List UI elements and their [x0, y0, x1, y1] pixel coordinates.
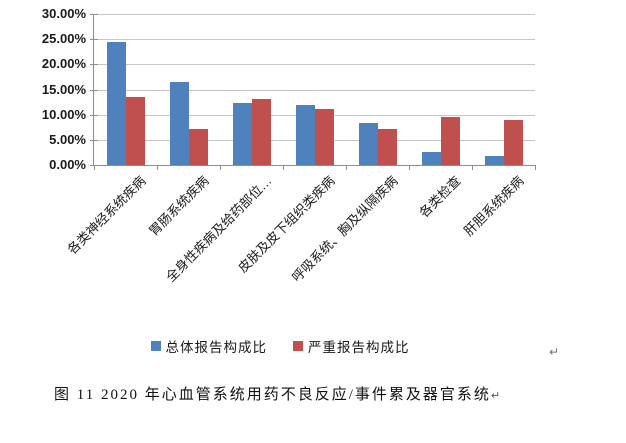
- y-axis-tick: [90, 64, 98, 65]
- y-axis-tick: [90, 90, 98, 91]
- x-axis-tick: [220, 165, 221, 170]
- bar-chart: 30.00% 25.00% 20.00% 15.00% 10.00% 5.00% 0.00%…: [41, 6, 536, 285]
- bar-serious: [440, 117, 460, 165]
- bar-overall: [484, 155, 504, 165]
- bar-serious: [314, 108, 334, 165]
- bar-overall: [295, 104, 315, 165]
- y-axis-label: 10.00%: [41, 107, 86, 122]
- bar-overall: [358, 122, 378, 165]
- bar-serious: [125, 97, 145, 165]
- legend-item-overall: 总体报告构成比: [150, 336, 268, 356]
- bar-serious: [503, 119, 523, 165]
- legend-swatch-icon: [150, 341, 161, 351]
- x-axis-tick: [94, 165, 95, 170]
- bar-overall: [169, 82, 189, 165]
- legend-swatch-icon: [293, 341, 303, 351]
- x-axis-tick: [472, 165, 473, 170]
- figure-caption: 图 11 2020 年心血管系统用药不良反应/事件累及器官系统↵: [54, 383, 500, 404]
- gridline: [94, 39, 535, 40]
- bar-serious: [377, 129, 397, 165]
- x-axis-tick: [535, 165, 536, 170]
- y-axis-label: 0.00%: [49, 157, 86, 172]
- legend-item-serious: 严重报告构成比: [293, 336, 410, 356]
- chart-legend: 总体报告构成比 严重报告构成比: [0, 336, 560, 356]
- gridline: [94, 14, 535, 15]
- bar-overall: [106, 41, 126, 165]
- x-axis-tick: [283, 165, 284, 170]
- y-axis-label: 30.00%: [41, 6, 86, 21]
- y-axis-label: 5.00%: [49, 132, 86, 147]
- caption-paragraph-mark: ↵: [490, 389, 501, 402]
- y-axis-tick: [90, 14, 98, 15]
- figure-caption-text: 图 11 2020 年心血管系统用药不良反应/事件累及器官系统: [54, 387, 491, 403]
- bar-serious: [188, 128, 208, 165]
- x-axis-tick: [346, 165, 347, 170]
- bar-serious: [251, 99, 271, 165]
- legend-label: 严重报告构成比: [308, 340, 410, 355]
- bar-overall: [232, 103, 252, 165]
- y-axis-tick: [90, 115, 98, 116]
- paragraph-mark: ↵: [549, 345, 560, 359]
- x-axis-tick: [157, 165, 158, 170]
- gridline: [94, 90, 535, 91]
- x-axis-line: [93, 165, 535, 166]
- y-axis-label: 20.00%: [41, 56, 86, 71]
- y-axis-label: 15.00%: [41, 82, 86, 97]
- y-axis-tick: [90, 140, 98, 141]
- y-axis-tick: [90, 39, 98, 40]
- legend-label: 总体报告构成比: [165, 340, 267, 355]
- gridline: [94, 64, 535, 65]
- plot-area: [90, 14, 536, 170]
- bar-overall: [421, 152, 441, 165]
- x-axis-tick: [409, 165, 410, 170]
- y-axis-line: [93, 14, 94, 165]
- y-axis-label: 25.00%: [41, 31, 86, 46]
